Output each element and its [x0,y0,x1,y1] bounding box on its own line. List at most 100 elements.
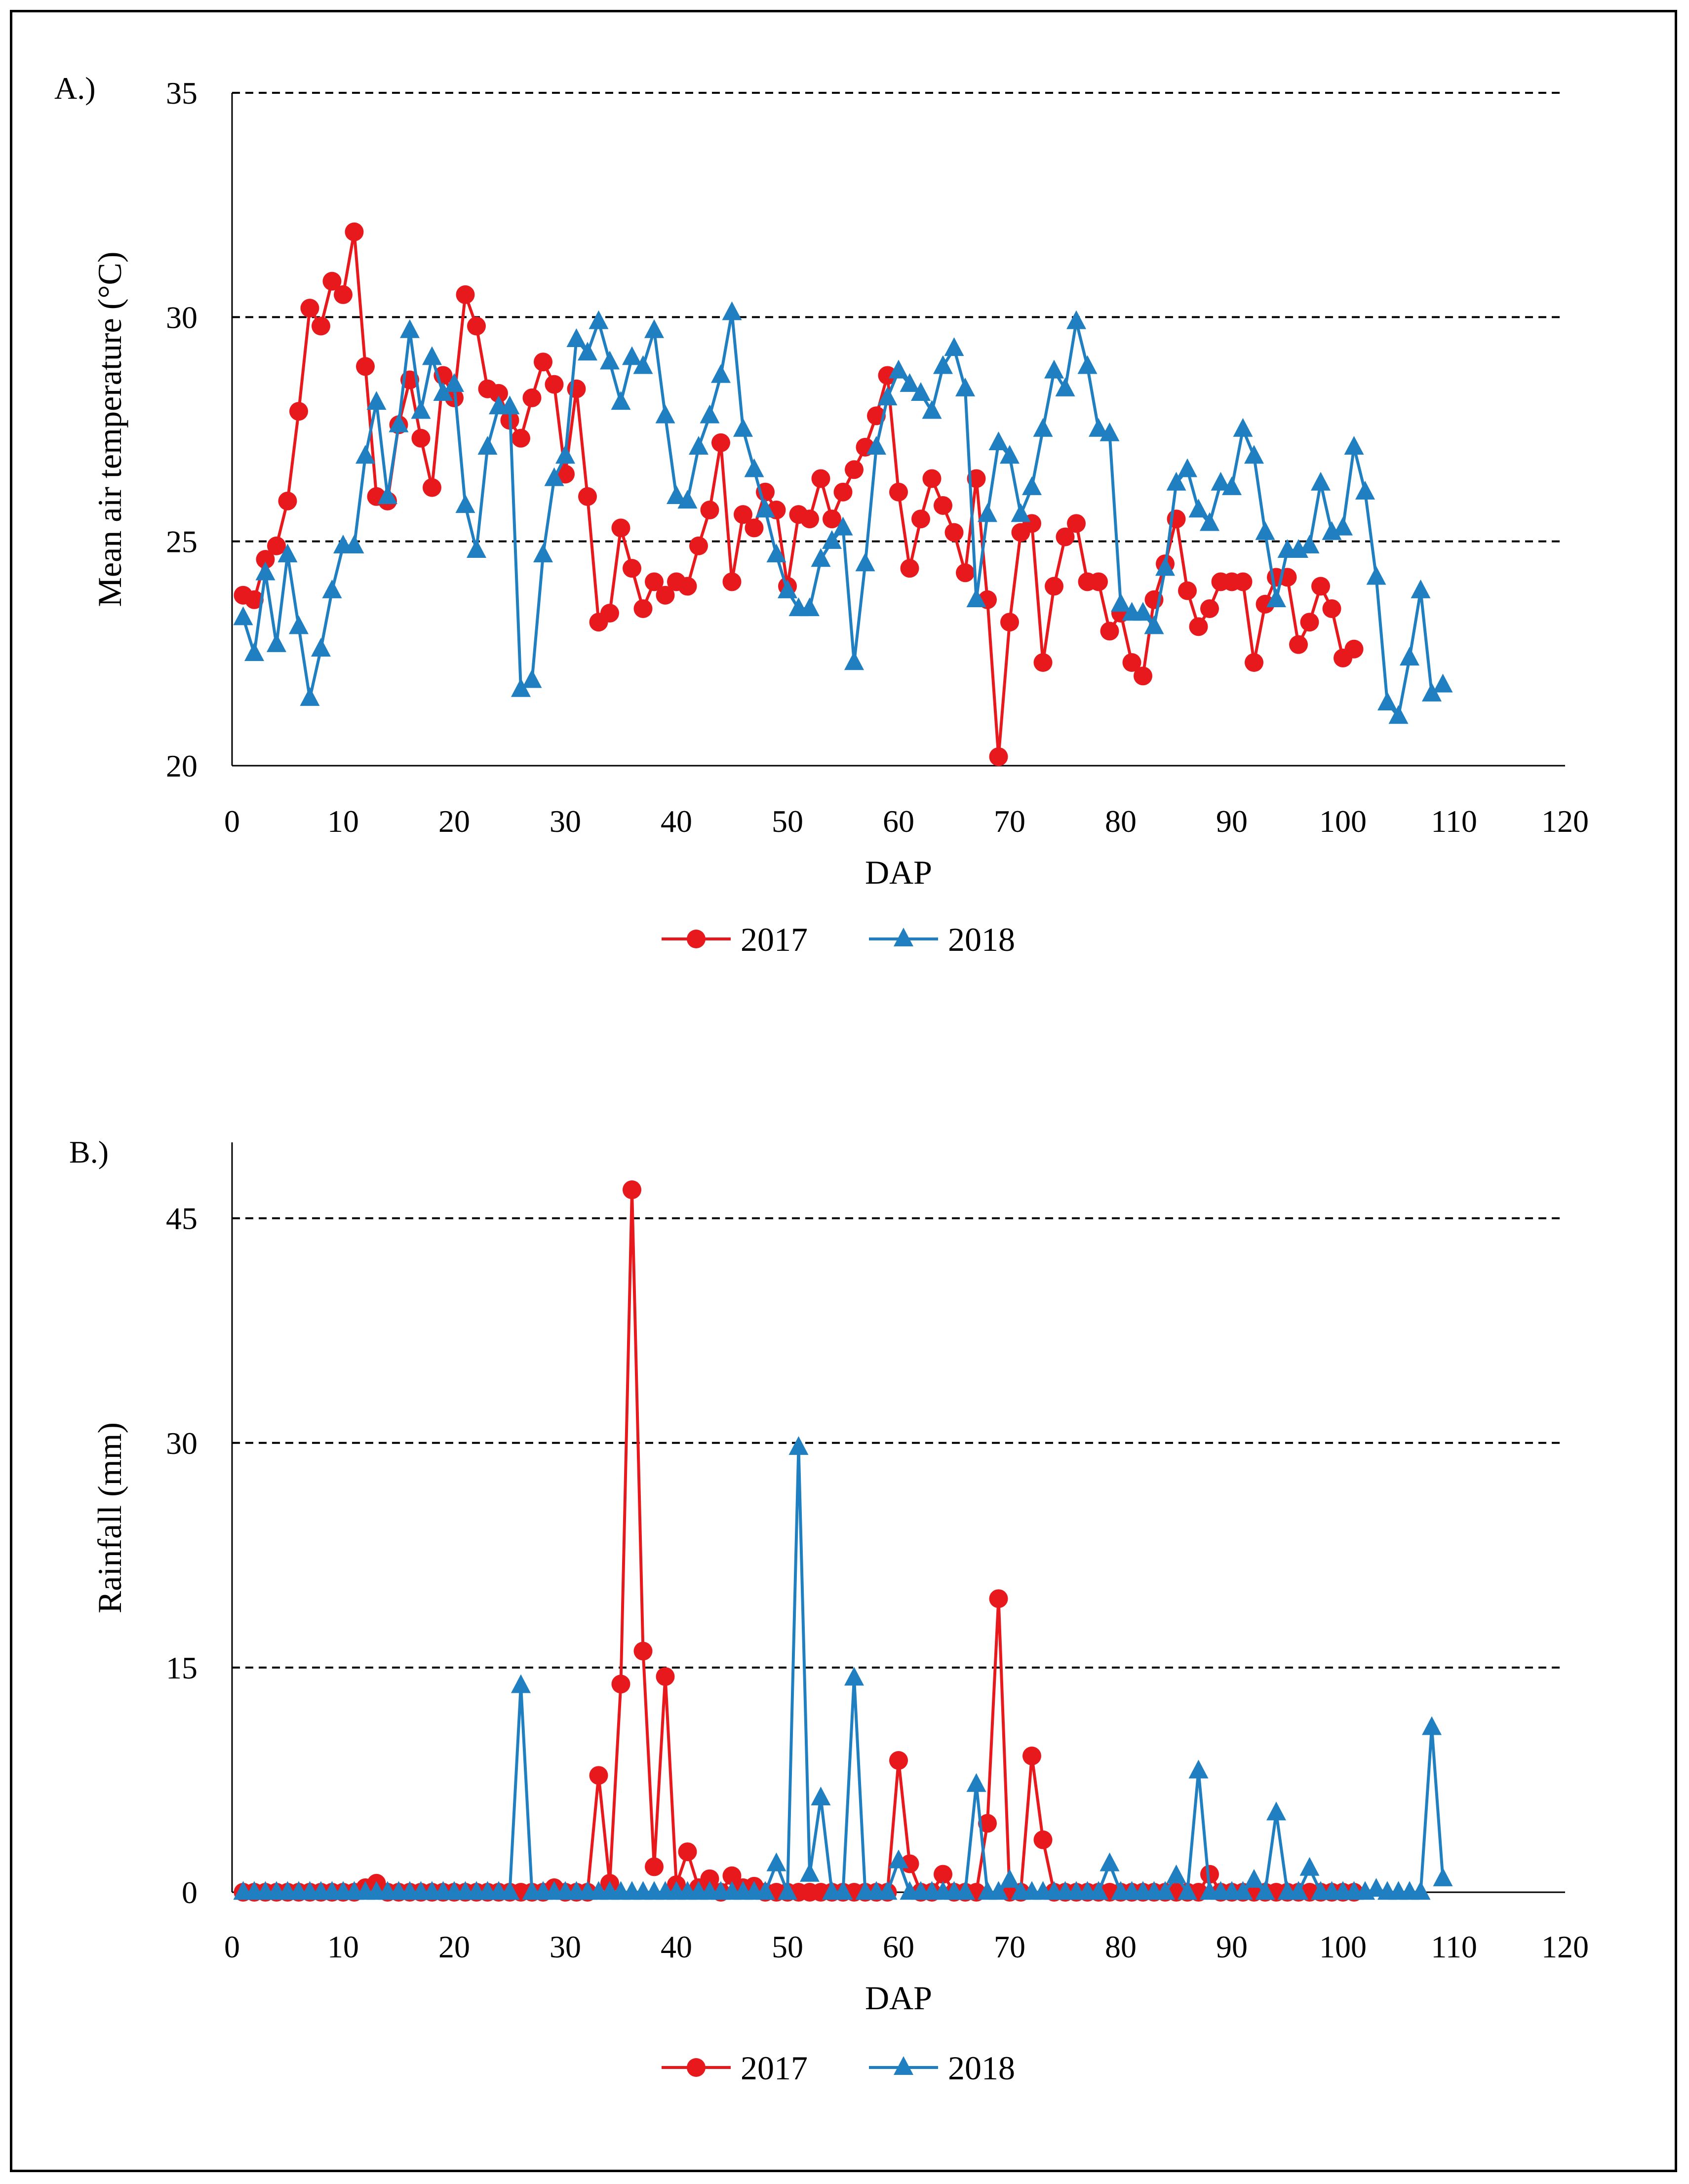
data-point [678,577,697,596]
x-tick-label: 30 [550,804,581,839]
data-point [278,491,297,510]
data-point [433,382,453,401]
x-tick-label: 20 [438,1929,470,1964]
data-point [889,1751,908,1770]
data-point [844,1667,864,1686]
x-tick-label: 70 [994,804,1025,839]
data-point [1055,377,1075,396]
series-line-2018 [241,311,1444,718]
data-point [1244,445,1264,464]
data-point [734,505,752,524]
x-tick-label: 90 [1216,804,1248,839]
data-point [1311,577,1330,596]
data-point [722,1866,742,1885]
data-point [400,319,420,338]
y-tick-label: 45 [166,1201,197,1236]
x-tick-label: 20 [438,804,470,839]
data-point [1022,476,1042,495]
data-point [500,1881,520,1900]
y-axis-title: Rainfall (mm) [91,1422,128,1613]
chart-panel-a: A.) 20 25 30 35 0 10 20 30 40 50 60 70 80 90 100 110 120 D… [54,71,1589,958]
legend-marker [687,930,706,948]
legend-marker [687,2058,706,2077]
data-point [1344,436,1364,455]
data-point [1433,673,1453,693]
data-point [1033,653,1053,672]
y-tick-label: 25 [166,524,197,559]
data-point [622,346,642,365]
data-point [534,352,552,372]
data-point [1366,1878,1386,1897]
data-point [1111,593,1131,612]
data-point [1188,499,1209,518]
data-point [544,467,564,486]
data-point [1411,1881,1431,1900]
data-point [656,1667,675,1686]
x-tick-label: 60 [883,804,914,839]
x-axis-title: DAP [865,1979,932,2017]
data-point [934,1865,952,1884]
data-point [833,516,853,536]
data-point [1188,1759,1209,1779]
data-point [533,544,553,563]
data-point [955,377,975,396]
x-axis-title: DAP [865,854,932,891]
data-point [755,1881,775,1900]
data-point [344,534,364,553]
data-point [633,599,653,618]
data-point [689,436,708,455]
data-point [1233,572,1253,591]
data-point [811,469,830,488]
data-point [788,1436,809,1455]
data-point [456,285,475,304]
data-point [833,1881,853,1900]
data-point [1166,1864,1186,1883]
y-tick-label: 30 [166,300,197,335]
data-point [1266,1801,1286,1821]
data-point [1000,445,1020,464]
x-tick-label: 70 [994,1929,1025,1964]
data-point [611,518,630,538]
data-point [389,413,409,432]
series-line-2017 [243,1188,1354,1894]
data-point [955,1881,975,1900]
data-point [256,550,275,569]
data-point [1155,557,1175,576]
data-point [1422,1716,1442,1735]
data-point [878,366,897,385]
data-point [1200,1865,1219,1884]
data-point [578,342,597,361]
data-point [900,373,920,392]
data-point [633,355,653,374]
data-point [467,316,486,336]
data-point [922,400,942,419]
data-point [1155,1881,1175,1900]
data-point [800,509,819,529]
legend-marker [894,928,913,946]
data-point [1045,577,1063,596]
legend-label: 2018 [948,921,1015,958]
data-point [656,585,675,605]
data-point [1233,1881,1253,1900]
data-point [900,1854,919,1873]
data-point [1144,615,1164,634]
data-point [1300,613,1319,632]
data-point [645,572,664,591]
data-point [766,544,786,563]
data-point [1100,422,1120,441]
data-point [1134,666,1152,686]
x-tick-label: 90 [1216,1929,1248,1964]
data-point [1400,647,1419,666]
data-point [366,391,387,410]
data-point [644,319,664,338]
data-point [744,458,764,477]
data-point [511,678,531,697]
data-point [589,1766,608,1785]
data-point [511,429,530,448]
data-point [1433,1867,1453,1886]
data-point [722,572,742,591]
data-point [911,509,930,529]
data-point [956,563,975,583]
legend-label: 2018 [948,2049,1015,2087]
